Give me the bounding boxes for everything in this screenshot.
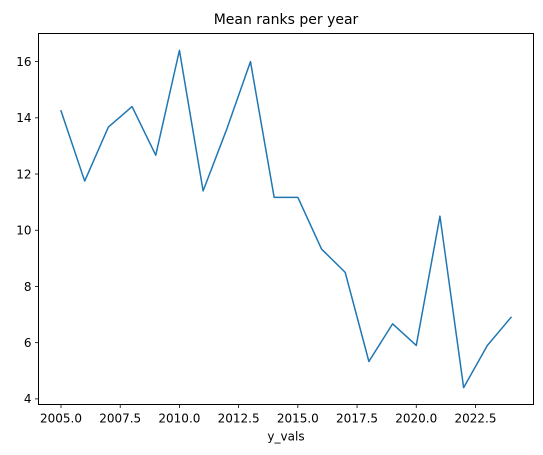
x-tick-label: 2022.5 [454,412,496,426]
x-tick-label: 2015.0 [277,412,319,426]
y-tick-label: 12 [16,167,31,181]
x-tick-label: 2020.0 [395,412,437,426]
y-axis-ticks: 4 6 8 10 12 14 16 [16,55,39,406]
chart-title: Mean ranks per year [214,12,359,28]
x-axis-title: y_vals [267,430,304,444]
x-tick-label: 2010.0 [158,412,200,426]
y-tick-label: 4 [24,392,32,406]
x-axis-ticks: 2005.0 2007.5 2010.0 2012.5 2015.0 2017.5 2020… [40,404,496,426]
x-tick-label: 2012.5 [218,412,260,426]
series-line [60,49,513,389]
y-tick-label: 6 [24,336,32,350]
x-tick-label: 2017.5 [336,412,378,426]
y-tick-label: 16 [16,55,31,69]
y-tick-label: 8 [24,280,32,294]
plot-frame [38,33,534,405]
y-tick-label: 14 [16,111,31,125]
x-tick-label: 2005.0 [40,412,82,426]
x-tick-label: 2007.5 [99,412,141,426]
series-layer [60,49,513,389]
y-tick-label: 10 [16,224,31,238]
